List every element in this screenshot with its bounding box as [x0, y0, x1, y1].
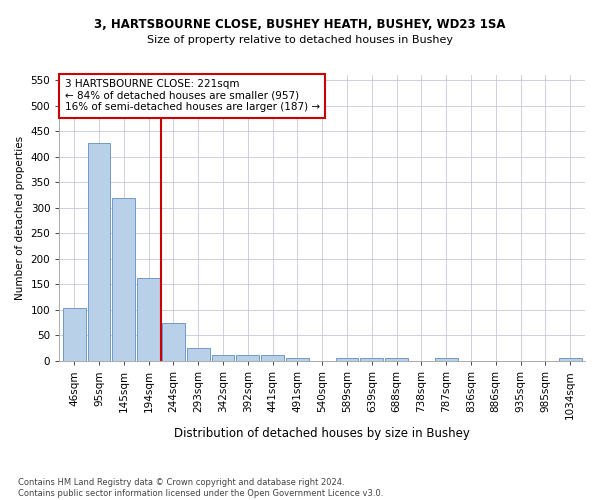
Bar [335, 358, 358, 361]
Bar [261, 356, 284, 361]
Bar [162, 322, 185, 361]
Bar [236, 356, 259, 361]
Y-axis label: Number of detached properties: Number of detached properties [15, 136, 25, 300]
Bar [212, 356, 235, 361]
Text: 3, HARTSBOURNE CLOSE, BUSHEY HEATH, BUSHEY, WD23 1SA: 3, HARTSBOURNE CLOSE, BUSHEY HEATH, BUSH… [94, 18, 506, 30]
Bar [137, 278, 160, 361]
X-axis label: Distribution of detached houses by size in Bushey: Distribution of detached houses by size … [174, 427, 470, 440]
Bar [88, 143, 110, 361]
Text: 3 HARTSBOURNE CLOSE: 221sqm
← 84% of detached houses are smaller (957)
16% of se: 3 HARTSBOURNE CLOSE: 221sqm ← 84% of det… [65, 80, 320, 112]
Bar [385, 358, 408, 361]
Text: Size of property relative to detached houses in Bushey: Size of property relative to detached ho… [147, 35, 453, 45]
Bar [112, 198, 135, 361]
Bar [286, 358, 309, 361]
Text: Contains HM Land Registry data © Crown copyright and database right 2024.
Contai: Contains HM Land Registry data © Crown c… [18, 478, 383, 498]
Bar [63, 308, 86, 361]
Bar [435, 358, 458, 361]
Bar [361, 358, 383, 361]
Bar [187, 348, 209, 361]
Bar [559, 358, 581, 361]
